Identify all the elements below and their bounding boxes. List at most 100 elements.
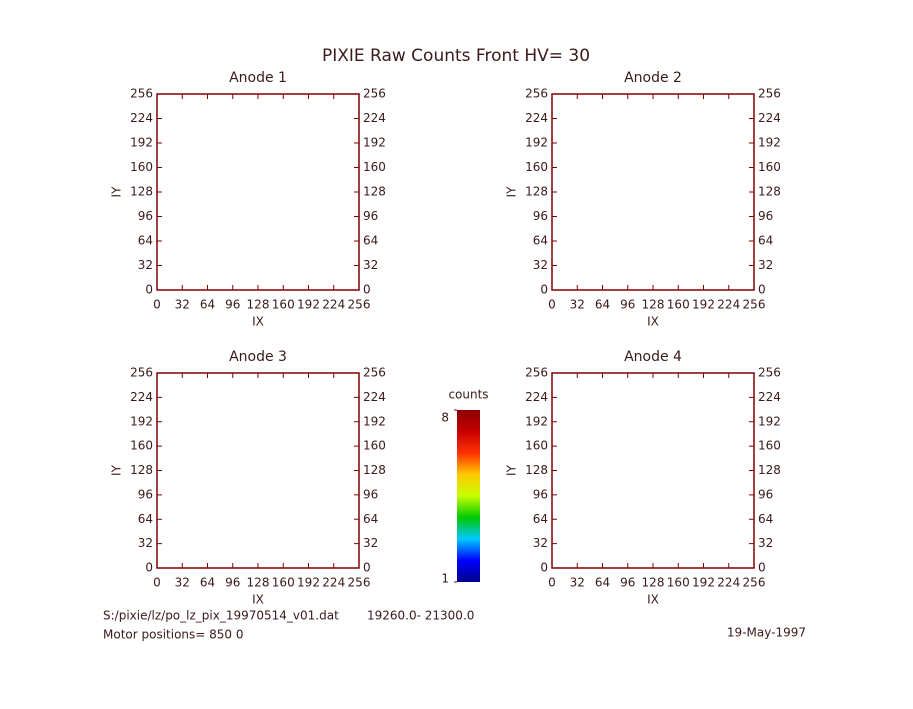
x-tick-label: 32	[570, 576, 585, 590]
y-tick-label: 256	[525, 366, 548, 380]
y-tick-label-right: 128	[758, 185, 781, 199]
y-tick-label: 64	[138, 512, 153, 526]
y-tick-label-right: 64	[363, 234, 378, 248]
x-tick-label: 256	[743, 298, 766, 312]
x-tick-label: 224	[717, 298, 740, 312]
y-tick-label-right: 0	[758, 283, 766, 297]
x-tick-label: 224	[322, 298, 345, 312]
x-axis-label: IX	[647, 593, 659, 607]
x-tick-label: 160	[667, 576, 690, 590]
y-tick-label-right: 128	[363, 185, 386, 199]
x-tick-label: 0	[548, 576, 556, 590]
y-tick-label-right: 0	[363, 283, 371, 297]
y-axis-label: IY	[110, 464, 124, 476]
y-tick-label-right: 64	[363, 512, 378, 526]
y-tick-label-right: 96	[363, 487, 378, 501]
y-tick-label-right: 160	[758, 160, 781, 174]
x-tick-label: 224	[717, 576, 740, 590]
x-tick-label: 96	[620, 576, 635, 590]
plot-frame	[156, 372, 360, 569]
y-tick-label-right: 224	[758, 390, 781, 404]
x-tick-label: 256	[348, 298, 371, 312]
colorbar	[457, 410, 480, 582]
y-tick-label: 64	[138, 234, 153, 248]
y-tick-label: 256	[525, 87, 548, 101]
x-tick-label: 64	[595, 576, 610, 590]
y-tick-label-right: 32	[758, 258, 773, 272]
y-tick-label: 0	[145, 283, 153, 297]
y-tick-label: 128	[525, 463, 548, 477]
x-tick-label: 32	[175, 298, 190, 312]
y-tick-label-right: 192	[363, 136, 386, 150]
y-tick-label-right: 128	[363, 463, 386, 477]
y-tick-label: 96	[533, 487, 548, 501]
y-tick-label: 0	[540, 561, 548, 575]
y-tick-label-right: 64	[758, 234, 773, 248]
y-tick-label-right: 0	[758, 561, 766, 575]
y-tick-label: 224	[525, 111, 548, 125]
y-tick-label: 0	[540, 283, 548, 297]
y-tick-label-right: 256	[758, 366, 781, 380]
x-axis-label: IX	[647, 315, 659, 329]
x-tick-label: 192	[692, 576, 715, 590]
x-tick-label: 128	[247, 576, 270, 590]
y-tick-label: 224	[130, 111, 153, 125]
panel-title: Anode 3	[229, 349, 287, 365]
x-tick-label: 32	[570, 298, 585, 312]
x-tick-label: 64	[200, 576, 215, 590]
y-tick-label: 128	[130, 463, 153, 477]
y-tick-label: 192	[525, 136, 548, 150]
x-tick-label: 128	[642, 576, 665, 590]
plot-frame	[551, 93, 755, 291]
panel-title: Anode 1	[229, 70, 287, 86]
y-tick-label: 192	[525, 414, 548, 428]
page-title: PIXIE Raw Counts Front HV= 30	[322, 46, 590, 66]
y-tick-label: 96	[138, 487, 153, 501]
y-tick-label-right: 32	[758, 536, 773, 550]
y-tick-label: 96	[138, 209, 153, 223]
x-tick-label: 160	[272, 298, 295, 312]
y-tick-label: 192	[130, 414, 153, 428]
y-tick-label: 224	[525, 390, 548, 404]
x-tick-label: 160	[272, 576, 295, 590]
y-tick-label: 128	[130, 185, 153, 199]
y-tick-label: 256	[130, 87, 153, 101]
panel-title: Anode 2	[624, 70, 682, 86]
y-tick-label: 32	[138, 258, 153, 272]
y-tick-label: 256	[130, 366, 153, 380]
y-tick-label-right: 96	[758, 209, 773, 223]
x-tick-label: 160	[667, 298, 690, 312]
y-tick-label-right: 160	[758, 439, 781, 453]
x-tick-label: 32	[175, 576, 190, 590]
plot-frame	[156, 93, 360, 291]
y-axis-label: IY	[505, 464, 519, 476]
footer-file: S:/pixie/lz/po_lz_pix_19970514_v01.dat	[103, 609, 339, 623]
x-axis-label: IX	[252, 315, 264, 329]
y-tick-label-right: 224	[758, 111, 781, 125]
colorbar-label: counts	[448, 388, 488, 402]
y-tick-label-right: 160	[363, 439, 386, 453]
y-tick-label: 160	[525, 439, 548, 453]
footer-range: 19260.0- 21300.0	[367, 609, 474, 623]
y-tick-label: 64	[533, 234, 548, 248]
x-tick-label: 128	[642, 298, 665, 312]
y-tick-label: 128	[525, 185, 548, 199]
y-tick-label-right: 0	[363, 561, 371, 575]
y-tick-label: 0	[145, 561, 153, 575]
colorbar-tick-label: 8	[441, 411, 449, 425]
y-tick-label-right: 96	[363, 209, 378, 223]
y-tick-label-right: 192	[758, 136, 781, 150]
footer-date: 19-May-1997	[727, 626, 806, 640]
y-tick-label: 224	[130, 390, 153, 404]
x-tick-label: 0	[153, 576, 161, 590]
y-tick-label: 192	[130, 136, 153, 150]
y-tick-label-right: 224	[363, 111, 386, 125]
footer-motor: Motor positions= 850 0	[103, 628, 244, 642]
y-tick-label-right: 192	[363, 414, 386, 428]
x-tick-label: 0	[153, 298, 161, 312]
y-tick-label-right: 256	[363, 87, 386, 101]
x-tick-label: 192	[297, 576, 320, 590]
y-tick-label-right: 256	[758, 87, 781, 101]
x-tick-label: 64	[595, 298, 610, 312]
